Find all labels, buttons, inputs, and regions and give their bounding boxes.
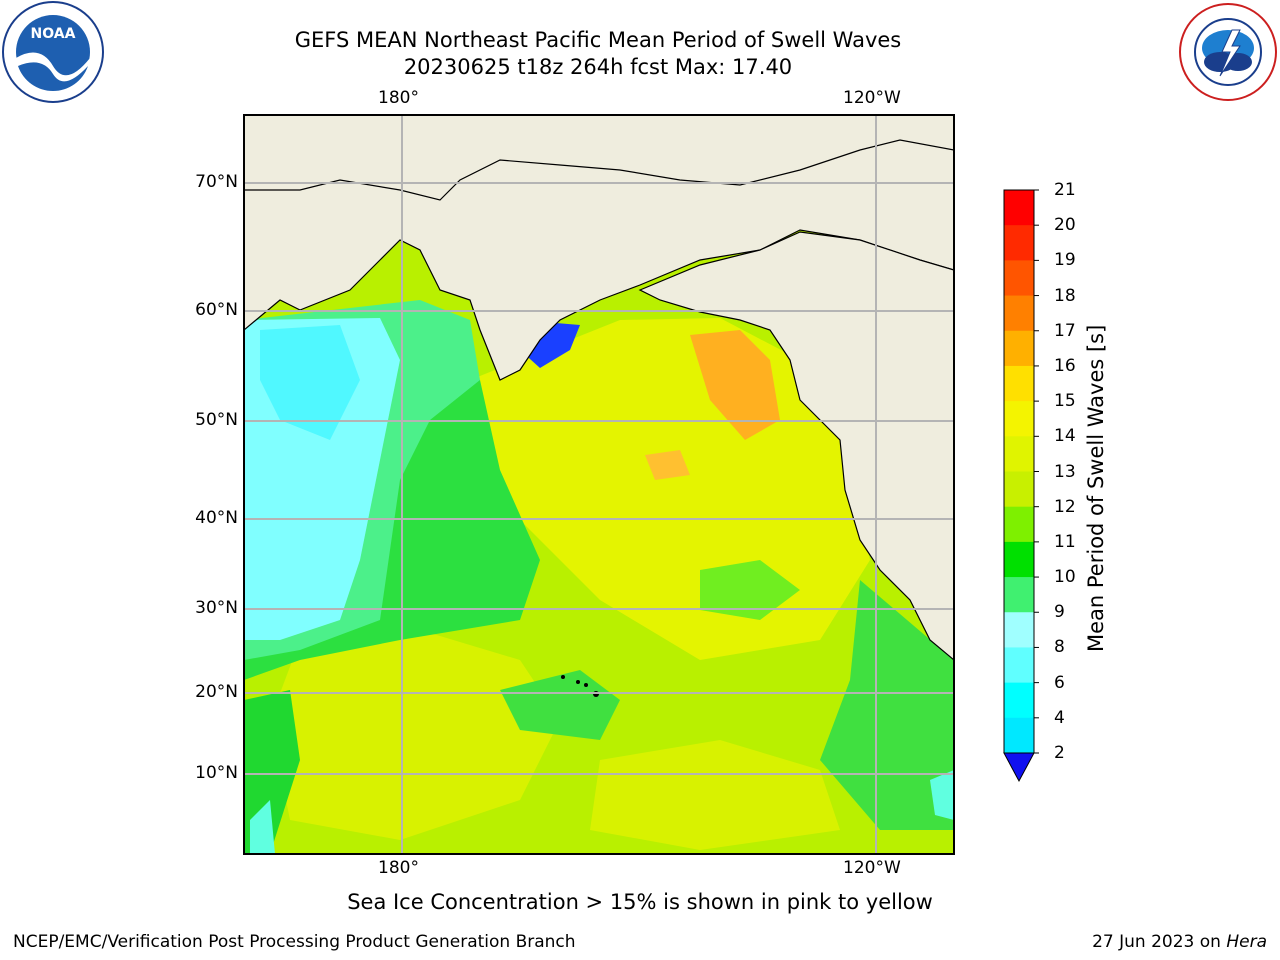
colorbar-extend-triangle (1003, 752, 1035, 783)
colorbar-tick-label: 11 (1054, 531, 1076, 552)
svg-text:NOAA: NOAA (31, 26, 76, 42)
nws-logo (1179, 3, 1277, 101)
colorbar-swatch (1004, 295, 1034, 332)
colorbar-labels: 21 20 19 18 17 16 15 14 13 12 11 10 9 8 6 4 2 (1050, 180, 1090, 780)
colorbar-swatch (1004, 225, 1034, 261)
colorbar-tick-label: 20 (1054, 215, 1076, 236)
colorbar-swatch (1004, 506, 1034, 543)
colorbar-tick-label: 9 (1054, 602, 1065, 623)
map-title: GEFS MEAN Northeast Pacific Mean Period … (294, 28, 902, 52)
noaa-logo: NOAA (2, 1, 104, 103)
lat-label-40n: 40°N (195, 508, 238, 528)
footer-branch: NCEP/EMC/Verification Post Processing Pr… (13, 932, 576, 952)
footer-machine: Hera (1226, 932, 1267, 952)
colorbar-swatch (1004, 260, 1034, 297)
colorbar-swatch (1004, 471, 1034, 508)
colorbar-swatch (1004, 436, 1034, 472)
colorbar-title: Mean Period of Swell Waves [s] (1084, 324, 1108, 652)
colorbar-tick-label: 12 (1054, 496, 1076, 517)
colorbar-tick-label: 8 (1054, 637, 1065, 658)
graticule (244, 115, 954, 854)
lat-label-20n: 20°N (195, 682, 238, 702)
colorbar-tick-label: 6 (1054, 672, 1065, 693)
colorbar-swatch (1004, 365, 1034, 402)
lon-label-bottom-180: 180° (378, 858, 419, 878)
sea-ice-note: Sea Ice Concentration > 15% is shown in … (347, 890, 933, 914)
colorbar-tick-label: 13 (1054, 461, 1076, 482)
lon-label-top-180: 180° (378, 88, 419, 108)
colorbar-tick-label: 2 (1054, 743, 1065, 763)
colorbar-swatch (1004, 647, 1034, 684)
colorbar-swatch (1004, 577, 1034, 613)
footer-date-text: 27 Jun 2023 on (1092, 932, 1227, 952)
colorbar-swatch (1004, 330, 1034, 367)
colorbar-tick-label: 18 (1054, 285, 1076, 306)
colorbar (1003, 189, 1039, 783)
colorbar-tick-label: 4 (1054, 707, 1065, 728)
colorbar-swatch (1004, 717, 1034, 754)
lat-label-70n: 70°N (195, 172, 238, 192)
colorbar-tick-label: 10 (1054, 567, 1076, 588)
colorbar-tick-label: 17 (1054, 320, 1076, 341)
colorbar-tick-label: 19 (1054, 250, 1076, 271)
map-panel (243, 114, 955, 855)
colorbar-swatch (1004, 541, 1034, 578)
lat-label-50n: 50°N (195, 410, 238, 430)
colorbar-tick-label: 14 (1054, 426, 1076, 447)
map-frame (243, 114, 955, 855)
footer-date: 27 Jun 2023 on Hera (1092, 932, 1267, 952)
colorbar-swatch (1004, 401, 1034, 437)
colorbar-tick-label: 16 (1054, 355, 1076, 376)
colorbar-tick-label: 21 (1054, 180, 1076, 200)
colorbar-swatch (1004, 682, 1034, 719)
lat-label-60n: 60°N (195, 300, 238, 320)
lat-label-30n: 30°N (195, 598, 238, 618)
colorbar-swatch (1004, 190, 1034, 226)
lon-label-bottom-120w: 120°W (843, 858, 901, 878)
colorbar-tick-label: 15 (1054, 391, 1076, 412)
swell-period-field (244, 115, 954, 854)
lat-label-10n: 10°N (195, 763, 238, 783)
colorbar-swatch (1004, 612, 1034, 648)
map-subtitle-forecast: 20230625 t18z 264h fcst Max: 17.40 (403, 55, 793, 79)
lon-label-top-120w: 120°W (843, 88, 901, 108)
